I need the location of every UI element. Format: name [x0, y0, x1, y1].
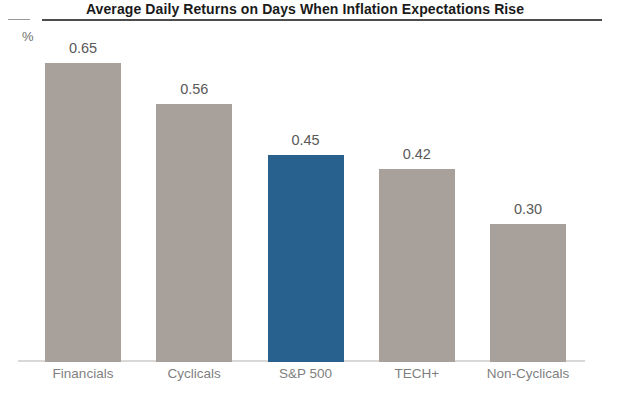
- bar-value-label: 0.65: [45, 40, 121, 56]
- bar-highlighted: [268, 155, 344, 362]
- category-label: Financials: [23, 366, 143, 381]
- title-underline: [42, 19, 602, 21]
- category-label: Non-Cyclicals: [468, 366, 588, 381]
- bar: [379, 169, 455, 362]
- bar-chart: Average Daily Returns on Days When Infla…: [0, 0, 640, 400]
- bar-value-label: 0.42: [379, 146, 455, 162]
- chart-title: Average Daily Returns on Days When Infla…: [0, 1, 610, 17]
- bar-value-label: 0.30: [490, 201, 566, 217]
- bar: [45, 63, 121, 362]
- y-axis-unit-label: %: [22, 29, 34, 44]
- category-label: Cyclicals: [134, 366, 254, 381]
- category-label: S&P 500: [246, 366, 366, 381]
- bar: [156, 104, 232, 362]
- category-label: TECH+: [357, 366, 477, 381]
- bar: [490, 224, 566, 362]
- bar-value-label: 0.56: [156, 81, 232, 97]
- bar-value-label: 0.45: [268, 132, 344, 148]
- axis-top-tick: [8, 19, 30, 20]
